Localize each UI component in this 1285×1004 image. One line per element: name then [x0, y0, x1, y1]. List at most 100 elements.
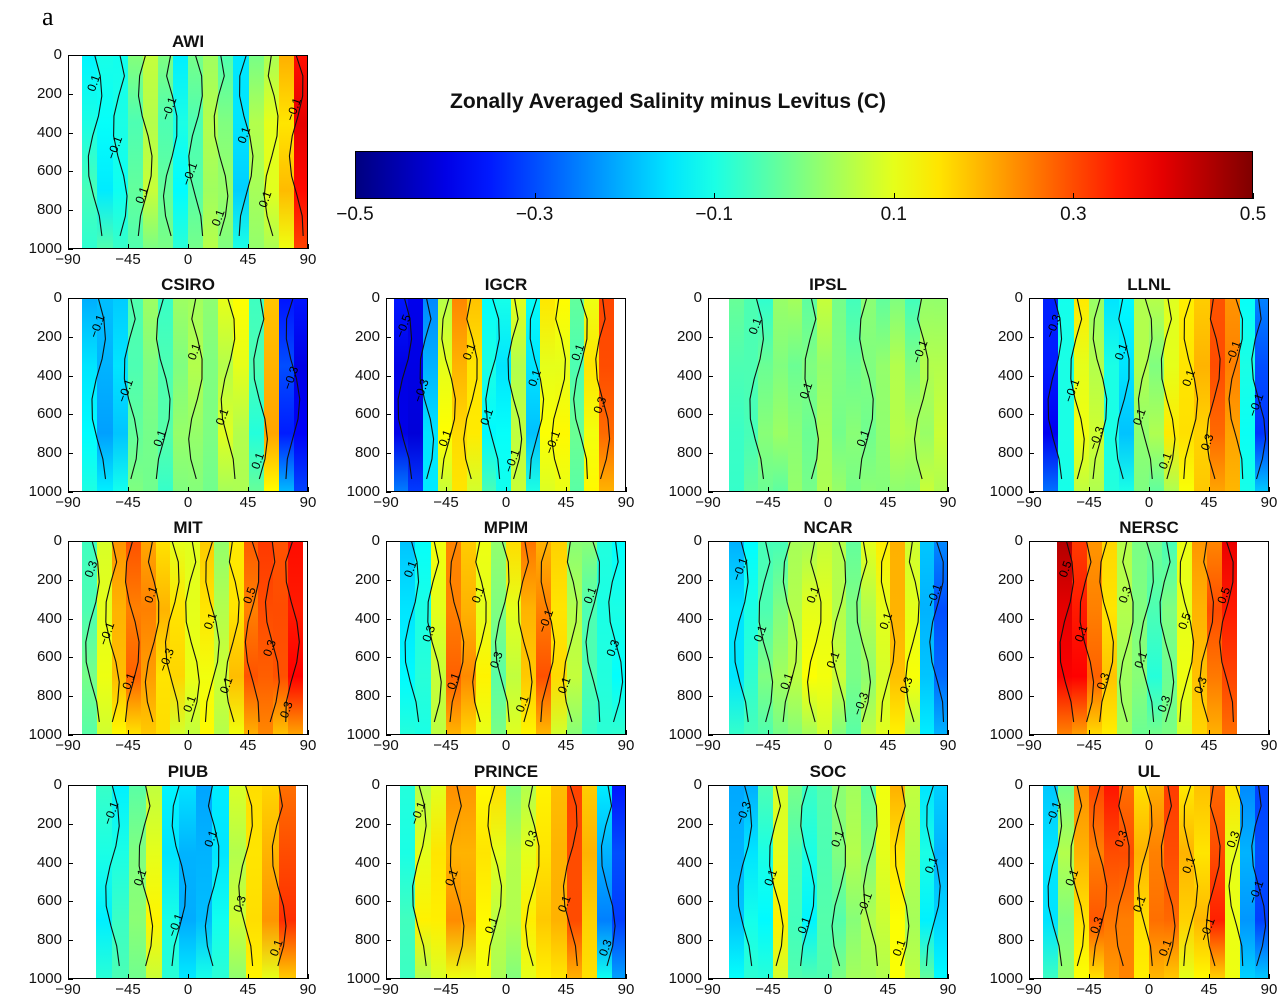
contour-line	[472, 542, 487, 723]
heatmap-band	[157, 299, 174, 491]
heatmap-band	[445, 542, 462, 734]
y-tick-label: 200	[36, 84, 62, 102]
y-tick-label: 400	[354, 609, 380, 627]
heatmap-band	[218, 56, 235, 248]
y-tick-label: 800	[997, 687, 1023, 705]
x-tick-mark	[566, 730, 567, 735]
y-tick-mark	[1029, 453, 1034, 455]
heatmap-band	[415, 542, 432, 734]
subplot-axes: 0.1 0.1 0.1 −0.1	[708, 298, 948, 492]
y-tick-label: 400	[354, 366, 380, 384]
contour-line	[1219, 542, 1234, 723]
subplot-axes: −0.1 −0.1 0.1 0.1 0.1 0.1 −0.3	[68, 298, 308, 492]
y-tick-label: 800	[36, 201, 62, 219]
x-tick-mark	[308, 487, 309, 492]
heatmap-band	[831, 299, 848, 491]
contour-label: −0.3	[410, 377, 431, 404]
contour-label: 0.3	[1191, 675, 1210, 696]
contour-label: 0.1	[746, 316, 765, 337]
x-tick-mark	[1149, 974, 1150, 979]
x-tick-label: 0	[183, 251, 193, 268]
y-tick-label: 600	[676, 405, 702, 423]
subplot-title: NERSC	[1119, 518, 1179, 537]
heatmap-band	[584, 299, 600, 491]
x-tick-mark	[248, 244, 249, 249]
contour-line	[288, 56, 304, 237]
contour-line	[517, 542, 533, 723]
x-tick-mark	[128, 974, 129, 979]
heatmap-band	[506, 786, 523, 978]
contour-overlay: −0.10.10.10.30.10.3	[407, 786, 616, 967]
x-tick-label: 45	[879, 981, 897, 998]
x-tick-mark	[1089, 974, 1090, 979]
heatmap-band	[536, 786, 553, 978]
contour-label: 0.1	[1130, 406, 1149, 427]
contour-label: 0.1	[185, 341, 204, 362]
heatmap-band	[218, 299, 235, 491]
y-tick-mark	[386, 696, 391, 698]
contour-overlay: 0.10.30.10.10.30.1−0.10.10.10.3	[401, 542, 624, 723]
contour-label: −0.1	[115, 377, 136, 404]
contour-line	[807, 542, 822, 723]
contour-line	[1183, 786, 1199, 967]
x-tick-mark	[828, 487, 829, 492]
x-tick-mark	[446, 974, 447, 979]
heatmap-band	[817, 542, 833, 734]
contour-line	[769, 786, 784, 967]
contour-label: −0.1	[1222, 338, 1243, 365]
y-tick-label: 400	[36, 853, 62, 871]
x-tick-mark	[948, 487, 949, 492]
contour-label: 0.1	[1130, 893, 1149, 914]
heatmap-band	[408, 299, 424, 491]
heatmap-band	[393, 299, 410, 491]
x-tick-label: 90	[939, 981, 957, 998]
y-tick-mark	[1029, 541, 1034, 542]
heatmap-band	[934, 299, 947, 491]
y-tick-mark	[386, 618, 391, 620]
heatmap-band	[596, 542, 613, 734]
y-tick-mark	[708, 901, 713, 903]
heatmap-band	[173, 299, 189, 491]
contour-line	[463, 299, 478, 480]
x-tick-mark	[948, 730, 949, 735]
x-tick-label: 45	[1200, 981, 1218, 998]
heatmap-band	[1176, 542, 1193, 734]
x-tick-mark	[1209, 487, 1210, 492]
x-tick-mark	[626, 487, 627, 492]
heatmap-band	[1101, 542, 1118, 734]
y-tick-mark	[708, 823, 713, 825]
contour-overlay: 0.1−0.10.1−0.1−0.10.10.10.1−0.1	[84, 56, 304, 237]
contour-label: 0.1	[853, 428, 872, 449]
x-tick-mark	[188, 730, 189, 735]
contour-label: 0.1	[1179, 854, 1198, 875]
x-tick-label: 90	[1260, 737, 1278, 754]
contour-label: 0.1	[132, 185, 151, 206]
heatmap-band	[437, 299, 454, 491]
x-tick-label: −45	[755, 737, 781, 754]
y-tick-label: 200	[354, 814, 380, 832]
heatmap-band	[203, 299, 220, 491]
x-tick-label: 90	[617, 737, 635, 754]
subplot-title: MPIM	[483, 518, 529, 537]
x-tick-label: −45	[115, 737, 141, 754]
heatmap-band	[817, 786, 833, 978]
y-tick-mark	[386, 414, 391, 416]
y-tick-mark	[386, 862, 391, 864]
x-tick-label: 90	[1260, 494, 1278, 511]
subplot-title: IGCR	[484, 275, 528, 294]
y-tick-mark	[68, 579, 73, 581]
y-tick-label: 0	[693, 532, 702, 549]
heatmap-band	[258, 542, 274, 734]
x-tick-mark	[626, 974, 627, 979]
contour-label: 0.1	[555, 893, 574, 914]
contour-label: 0.3	[1224, 829, 1243, 850]
x-tick-mark	[446, 730, 447, 735]
heatmap-band	[245, 786, 264, 978]
heatmap-band	[263, 299, 280, 491]
contour-label: 0.1	[922, 854, 941, 875]
y-tick-label: 800	[997, 444, 1023, 462]
y-tick-mark	[68, 171, 73, 173]
x-tick-label: −90	[55, 737, 81, 754]
contour-line	[220, 299, 236, 480]
contour-label: 0.1	[797, 380, 816, 401]
